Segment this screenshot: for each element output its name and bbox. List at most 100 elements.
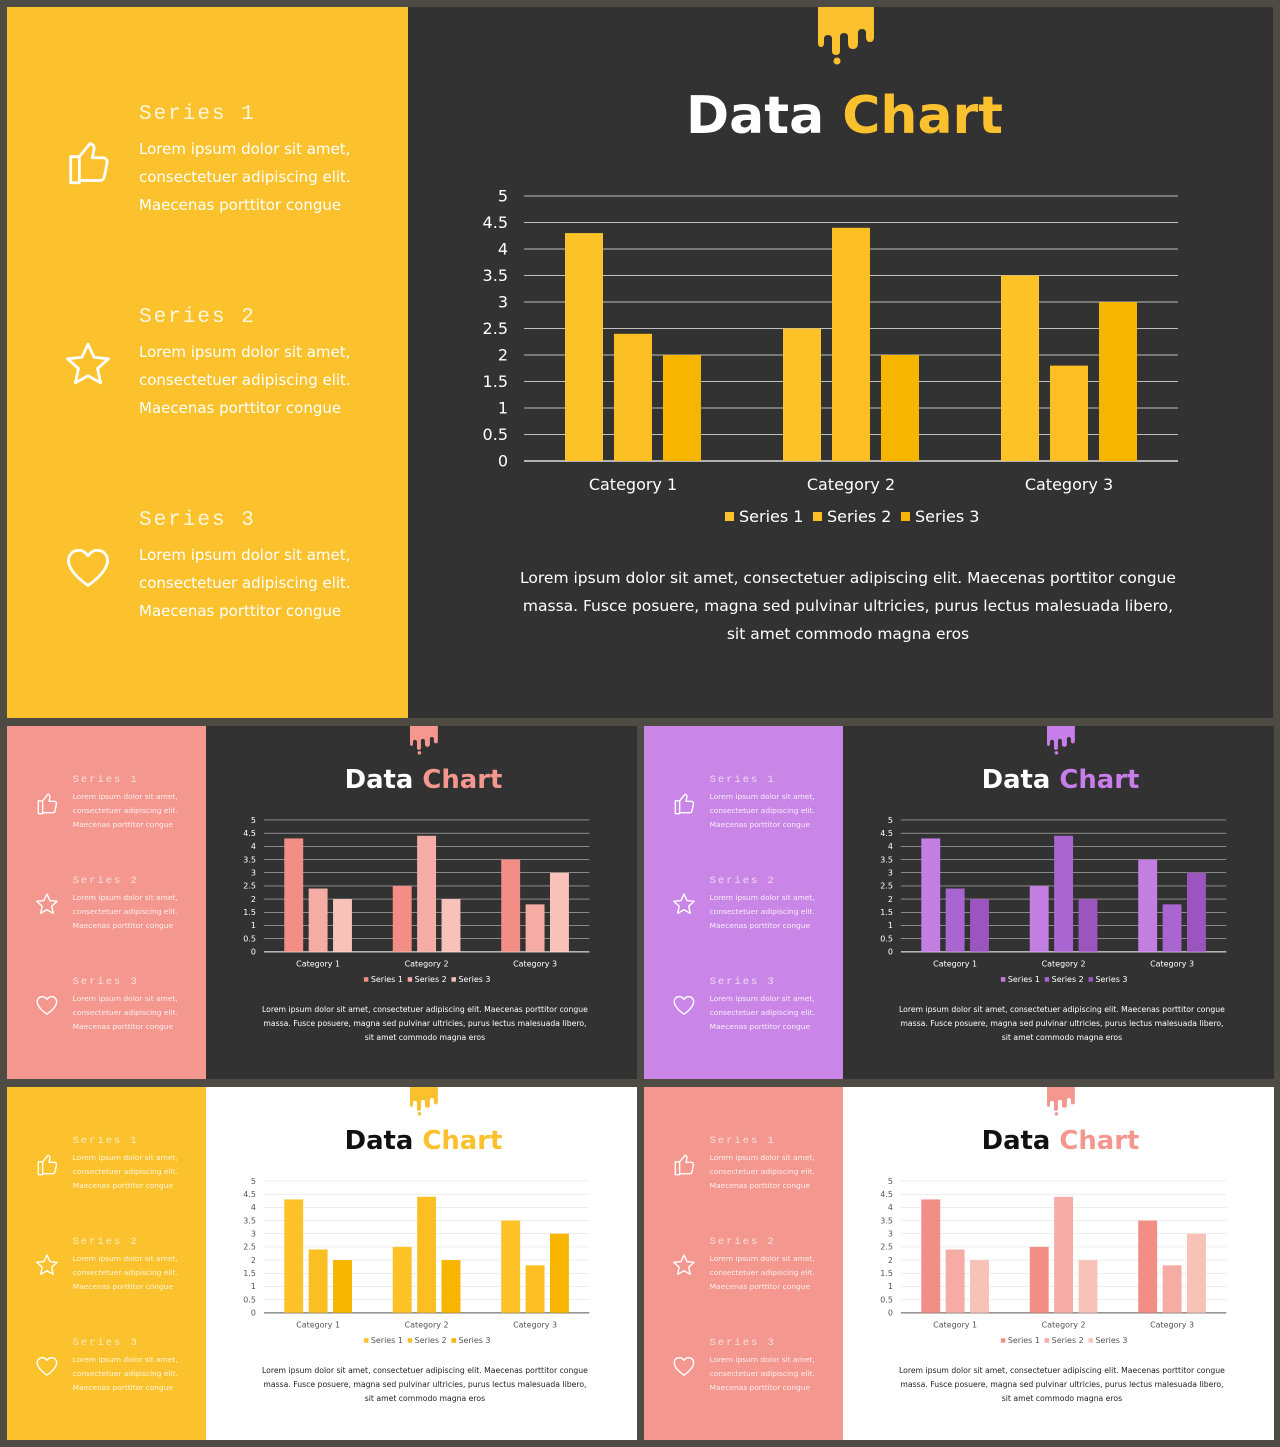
series-description: Lorem ipsum dolor sit amet, consectetuer… [72, 791, 178, 829]
series-description: Lorem ipsum dolor sit amet, consectetuer… [709, 1253, 815, 1291]
y-tick-label: 2.5 [243, 882, 256, 891]
bar-series-1-cat-2 [1029, 1246, 1049, 1313]
bar-chart: 0 0.5 1 1.5 2 2.5 3 3.5 4 4.5 5 Category 1 Category … [243, 1177, 590, 1345]
bar-series-3-cat-1 [969, 1260, 989, 1313]
legend-swatch [363, 977, 369, 982]
slide-small-purple-dark: Series 1 Lorem ipsum dolor sit amet, cons… [644, 726, 1274, 1079]
series-name: Series 1 [709, 773, 776, 786]
star-icon [62, 338, 114, 390]
series-name: Series 1 [72, 1134, 139, 1147]
y-tick-label: 1.5 [880, 1269, 893, 1278]
body-paragraph: Lorem ipsum dolor sit amet, consectetuer… [898, 1005, 1225, 1043]
bar-series-3-cat-1 [332, 1260, 352, 1313]
y-tick-label: 4 [251, 842, 256, 851]
bar-series-1-cat-2 [392, 885, 412, 952]
slide-large-yellow: Series 1 Lorem ipsum dolor sit amet, cons… [7, 7, 1273, 718]
bar-series-3-cat-3 [1186, 872, 1206, 952]
legend-swatch [407, 977, 412, 982]
bar-series-1-cat-2 [783, 328, 821, 461]
title-part-2: Chart [422, 1125, 503, 1156]
x-tick-label: Category 3 [1150, 1320, 1194, 1329]
body-paragraph: Lorem ipsum dolor sit amet, consectetuer… [520, 569, 1176, 643]
series-name: Series 3 [709, 1336, 776, 1349]
y-tick-label: 1.5 [483, 372, 508, 391]
x-tick-label: Category 3 [1150, 959, 1194, 968]
legend-label: Series 2 [414, 1336, 446, 1345]
y-tick-label: 5 [251, 816, 256, 825]
legend-label: Series 2 [414, 975, 446, 984]
title-part-1: Data [981, 1125, 1051, 1156]
legend-label: Series 1 [1008, 975, 1040, 984]
y-tick-label: 2 [888, 895, 893, 904]
bar-series-2-cat-3 [1162, 1265, 1182, 1313]
y-tick-label: 3.5 [243, 855, 256, 864]
title-part-1: Data [981, 764, 1051, 795]
y-tick-label: 4 [888, 842, 893, 851]
title-part-2: Chart [422, 764, 503, 795]
y-tick-label: 3.5 [880, 855, 893, 864]
legend-label: Series 2 [1051, 975, 1083, 984]
legend-label: Series 3 [458, 1336, 490, 1345]
legend-swatch [451, 1338, 456, 1343]
thumbs-up-icon [62, 135, 114, 187]
bar-series-3-cat-3 [1186, 1233, 1206, 1313]
bar-series-2-cat-2 [1053, 1196, 1073, 1313]
legend-swatch [901, 512, 910, 521]
y-tick-label: 3 [888, 1230, 893, 1239]
page-title: Data Chart [843, 764, 1274, 797]
y-tick-label: 2.5 [880, 1243, 893, 1252]
legend-label: Series 1 [371, 1336, 403, 1345]
y-tick-label: 2 [251, 1256, 256, 1265]
title-part-2: Chart [1059, 764, 1140, 795]
x-tick-label: Category 3 [513, 1320, 557, 1329]
legend-label: Series 3 [1095, 975, 1127, 984]
y-tick-label: 1 [888, 1282, 893, 1291]
series-name: Series 1 [139, 103, 256, 126]
bar-series-3-cat-2 [881, 355, 919, 461]
y-tick-label: 0.5 [880, 935, 893, 944]
y-tick-label: 1 [251, 1282, 256, 1291]
series-description: Lorem ipsum dolor sit amet, consectetuer… [72, 1253, 178, 1291]
bar-series-3-cat-3 [1099, 302, 1137, 461]
bar-series-1-cat-2 [1029, 885, 1049, 952]
body-paragraph: Lorem ipsum dolor sit amet, consectetuer… [261, 1005, 588, 1043]
series-name: Series 3 [72, 975, 139, 988]
left-panel: Series 1 Lorem ipsum dolor sit amet, cons… [644, 1087, 843, 1440]
slide-small-yellow-light: Series 1 Lorem ipsum dolor sit amet, cons… [7, 1087, 637, 1440]
heart-icon [62, 541, 114, 593]
y-tick-label: 4.5 [243, 1190, 256, 1199]
series-name: Series 3 [139, 509, 256, 532]
slide-small-coral-light: Series 1 Lorem ipsum dolor sit amet, cons… [644, 1087, 1274, 1440]
x-tick-label: Category 3 [1025, 475, 1113, 494]
heart-icon [34, 1353, 60, 1379]
legend-swatch [1000, 977, 1006, 982]
bar-chart: 0 0.5 1 1.5 2 2.5 3 3.5 4 4.5 5 Category 1 Category … [880, 816, 1227, 984]
bar-series-2-cat-1 [308, 1249, 328, 1313]
bar-series-1-cat-1 [921, 838, 941, 952]
legend-label: Series 1 [371, 975, 403, 984]
x-tick-label: Category 2 [1041, 1320, 1085, 1329]
bar-series-2-cat-3 [525, 904, 545, 952]
legend-swatch [407, 1338, 412, 1343]
y-tick-label: 4.5 [483, 213, 508, 232]
y-tick-label: 3.5 [880, 1216, 893, 1225]
drip-decoration [1047, 1087, 1075, 1116]
drip-decoration [410, 1087, 438, 1116]
drip-decoration [817, 7, 874, 65]
thumbs-up-icon [671, 1151, 697, 1177]
y-tick-label: 5 [888, 1177, 893, 1186]
star-icon [671, 891, 697, 917]
legend-swatch [1000, 1338, 1006, 1343]
heart-icon [671, 992, 697, 1018]
series-name: Series 2 [72, 874, 139, 887]
bar-series-3-cat-2 [441, 899, 461, 952]
y-tick-label: 0.5 [243, 1296, 256, 1305]
series-name: Series 1 [709, 1134, 776, 1147]
y-tick-label: 0.5 [483, 425, 508, 444]
y-tick-label: 4 [498, 240, 508, 259]
y-tick-label: 0.5 [880, 1296, 893, 1305]
x-tick-label: Category 2 [807, 475, 895, 494]
bar-series-2-cat-2 [416, 835, 436, 952]
left-panel: Series 1 Lorem ipsum dolor sit amet, cons… [7, 7, 408, 718]
star-icon [34, 891, 60, 917]
